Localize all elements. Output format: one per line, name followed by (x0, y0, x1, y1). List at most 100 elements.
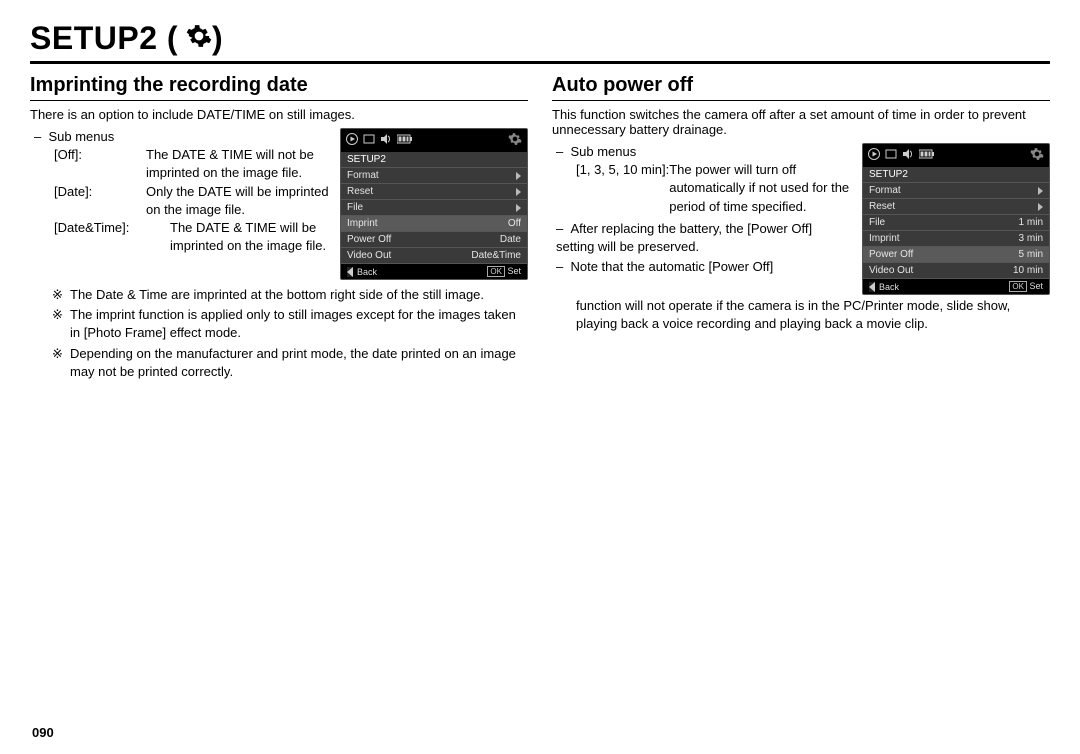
chevron-right-icon (516, 188, 521, 196)
left-column: Imprinting the recording date There is a… (30, 74, 528, 381)
title-row: SETUP2 ( ) (30, 20, 1050, 64)
note-marker: ※ (52, 306, 70, 342)
cam-row-label: File (869, 217, 885, 228)
cam-row-label: Reset (347, 186, 373, 197)
cam-row-label: Power Off (869, 249, 913, 260)
cam-row-label: Imprint (347, 218, 378, 229)
screen-icon (363, 133, 375, 148)
left-submenus-wrap: – Sub menus [Off]: The DATE & TIME will … (30, 128, 528, 280)
cam-row-label: Video Out (347, 250, 391, 261)
cam-row-label: Imprint (869, 233, 900, 244)
cam-row-value (516, 188, 521, 196)
right-submenus-text: – Sub menus [1, 3, 5, 10 min]: The power… (552, 143, 852, 276)
def-val: The DATE & TIME will be imprinted on the… (170, 219, 330, 255)
cam-row-value: Date (500, 234, 521, 245)
cam-title: SETUP2 (863, 167, 1049, 182)
cam-back: Back (869, 282, 899, 292)
cam-row-value: 5 min (1019, 249, 1043, 260)
cam-row-label: Format (347, 170, 379, 181)
manual-page: SETUP2 ( ) Imprinting the recording date… (0, 0, 1080, 754)
title-open-paren: ( (157, 20, 178, 57)
cam-row-value: Date&Time (471, 250, 521, 261)
right-bullet: – Note that the automatic [Power Off] (556, 258, 852, 276)
cam-menu-row: Video Out 10 min (863, 262, 1049, 278)
cam-menu-row: Format (863, 182, 1049, 198)
play-icon (346, 133, 358, 148)
left-defs: [Off]: The DATE & TIME will not be impri… (30, 146, 330, 255)
cam-row-value: 10 min (1013, 265, 1043, 276)
def-val: Only the DATE will be imprinted on the i… (146, 183, 330, 219)
left-intro: There is an option to include DATE/TIME … (30, 107, 528, 122)
bullet-text: After replacing the battery, the [Power … (556, 221, 812, 254)
play-icon (868, 148, 880, 163)
left-submenus-text: – Sub menus [Off]: The DATE & TIME will … (30, 128, 330, 255)
dash-marker: – (556, 144, 563, 159)
cam-rows: FormatResetFile1 minImprint3 minPower Of… (863, 182, 1049, 278)
note-marker: ※ (52, 286, 70, 304)
cam-menu-row: File (341, 199, 527, 215)
cam-row-label: Video Out (869, 265, 913, 276)
note-marker: ※ (52, 345, 70, 381)
screen-icon (885, 148, 897, 163)
right-column: Auto power off This function switches th… (552, 74, 1050, 381)
def-key: [1, 3, 5, 10 min]: (576, 161, 669, 216)
gear-icon (186, 23, 212, 54)
note-item: ※The imprint function is applied only to… (52, 306, 528, 342)
left-submenus-dash: – Sub menus (34, 128, 330, 146)
camera-screenshot-left: SETUP2 FormatResetFileImprintOffPower Of… (340, 128, 528, 280)
cam-set-label: Set (507, 266, 521, 276)
def-row: [Date]: Only the DATE will be imprinted … (54, 183, 330, 219)
cam-menu-row: Power OffDate (341, 231, 527, 247)
cam-top-bar (341, 129, 527, 152)
right-bullet: – After replacing the battery, the [Powe… (556, 220, 852, 256)
left-heading: Imprinting the recording date (30, 74, 528, 101)
gear-icon (1030, 147, 1044, 164)
cam-back: Back (347, 267, 377, 277)
note-item: ※Depending on the manufacturer and print… (52, 345, 528, 381)
columns: Imprinting the recording date There is a… (30, 74, 1050, 381)
cam-row-value (516, 172, 521, 180)
cam-ok-set: OK Set (1009, 281, 1043, 292)
triangle-left-icon (869, 282, 875, 292)
page-title: SETUP2 (30, 20, 157, 57)
cam-footer: Back OK Set (863, 278, 1049, 294)
cam-row-value (1038, 203, 1043, 211)
camera-screenshot-right: SETUP2 FormatResetFile1 minImprint3 minP… (862, 143, 1050, 295)
sound-icon (902, 148, 914, 163)
cam-top-icons (868, 148, 935, 163)
note-text: The imprint function is applied only to … (70, 306, 528, 342)
cam-menu-row: Format (341, 167, 527, 183)
def-val: The power will turn off automatically if… (669, 161, 852, 216)
cam-row-value (516, 204, 521, 212)
cam-back-label: Back (357, 267, 377, 277)
chevron-right-icon (516, 172, 521, 180)
note-item: ※The Date & Time are imprinted at the bo… (52, 286, 528, 304)
cam-row-value: 3 min (1019, 233, 1043, 244)
note-text: Depending on the manufacturer and print … (70, 345, 528, 381)
right-def: [1, 3, 5, 10 min]: The power will turn o… (552, 161, 852, 216)
cam-menu-row: Video Out Date&Time (341, 247, 527, 263)
cam-row-label: Format (869, 185, 901, 196)
dash-marker: – (556, 259, 563, 274)
left-notes: ※The Date & Time are imprinted at the bo… (30, 286, 528, 381)
chevron-right-icon (1038, 203, 1043, 211)
dash-marker: – (34, 129, 41, 144)
def-row: [1, 3, 5, 10 min]: The power will turn o… (576, 161, 852, 216)
cam-menu-row: Reset (341, 183, 527, 199)
right-submenus-label: Sub menus (570, 144, 636, 159)
cam-menu-row: Imprint 3 min (863, 230, 1049, 246)
right-bullet-continuation: function will not operate if the camera … (552, 297, 1050, 333)
cam-menu-row: ImprintOff (341, 215, 527, 231)
chevron-right-icon (516, 204, 521, 212)
gear-icon (508, 132, 522, 149)
bullet-text-partial: Note that the automatic [Power Off] (570, 259, 773, 274)
dash-marker: – (556, 221, 563, 236)
def-key: [Off]: (54, 146, 146, 182)
page-number: 090 (32, 725, 54, 740)
sound-icon (380, 133, 392, 148)
cam-menu-row: File 1 min (863, 214, 1049, 230)
note-text: The Date & Time are imprinted at the bot… (70, 286, 484, 304)
cam-row-value: 1 min (1019, 217, 1043, 228)
chevron-right-icon (1038, 187, 1043, 195)
right-submenus-wrap: – Sub menus [1, 3, 5, 10 min]: The power… (552, 143, 1050, 295)
